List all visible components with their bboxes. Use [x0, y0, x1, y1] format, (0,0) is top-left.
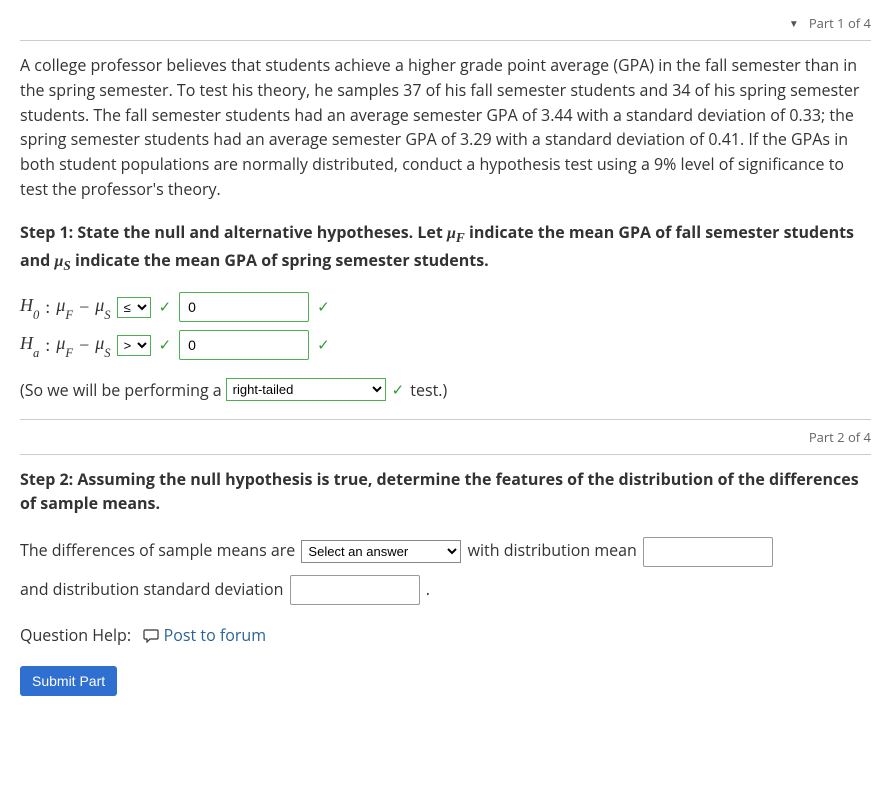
ha-value-input[interactable] — [179, 330, 309, 360]
check-icon: ✓ — [317, 298, 330, 317]
ha-operator-select[interactable]: ≤≥=<>≠ — [117, 335, 151, 356]
tail-type-select[interactable]: left-tailedright-tailedtwo-tailed — [226, 378, 386, 401]
minus-sign: − — [79, 335, 89, 356]
tail-row: (So we will be performing a left-tailedr… — [20, 378, 871, 401]
h0-row: H0 : μF − μS ≤≥=<>≠ ✓ ✓ — [20, 292, 871, 322]
period: . — [426, 578, 430, 600]
colon: : — [45, 335, 50, 356]
check-icon: ✓ — [159, 298, 172, 317]
h0-operator-select[interactable]: ≤≥=<>≠ — [117, 297, 151, 318]
problem-statement: A college professor believes that studen… — [20, 53, 871, 202]
submit-part-button[interactable]: Submit Part — [20, 666, 117, 696]
tail-prefix: (So we will be performing a — [20, 379, 222, 401]
step-2-title: Step 2: Assuming the null hypothesis is … — [20, 467, 871, 515]
question-help-row: Question Help: Post to forum — [20, 624, 871, 648]
caret-down-icon[interactable]: ▼ — [789, 16, 799, 30]
step-1-title: Step 1: State the null and alternative h… — [20, 220, 871, 276]
colon: : — [45, 297, 50, 318]
check-icon: ✓ — [392, 380, 405, 400]
mu-s: μS — [95, 295, 110, 320]
post-to-forum-link[interactable]: Post to forum — [164, 624, 266, 646]
mu-f: μF — [56, 333, 73, 358]
dist-sd-prefix: and distribution standard deviation — [20, 578, 288, 600]
chat-icon — [143, 626, 159, 648]
part-1-label: Part 1 of 4 — [809, 14, 871, 32]
h0-value-input[interactable] — [179, 292, 309, 322]
check-icon: ✓ — [317, 336, 330, 355]
mu-s: μS — [95, 333, 110, 358]
part-2-header: Part 2 of 4 — [20, 419, 871, 455]
ha-label: Ha — [20, 333, 39, 358]
distribution-sd-input[interactable] — [290, 575, 420, 605]
mu-f: μF — [56, 295, 73, 320]
part-2-label: Part 2 of 4 — [809, 428, 871, 446]
distribution-type-select[interactable]: Select an answernormally distributednot … — [301, 540, 461, 563]
check-icon: ✓ — [159, 336, 172, 355]
dist-mid: with distribution mean — [468, 539, 641, 561]
h0-label: H0 — [20, 295, 39, 320]
distribution-mean-input[interactable] — [643, 537, 773, 567]
distribution-sentence: The differences of sample means are Sele… — [20, 531, 871, 608]
tail-suffix: test.) — [410, 379, 447, 401]
dist-prefix: The differences of sample means are — [20, 539, 299, 561]
minus-sign: − — [79, 297, 89, 318]
ha-row: Ha : μF − μS ≤≥=<>≠ ✓ ✓ — [20, 330, 871, 360]
help-label: Question Help: — [20, 624, 131, 646]
part-1-header: ▼ Part 1 of 4 — [20, 10, 871, 41]
